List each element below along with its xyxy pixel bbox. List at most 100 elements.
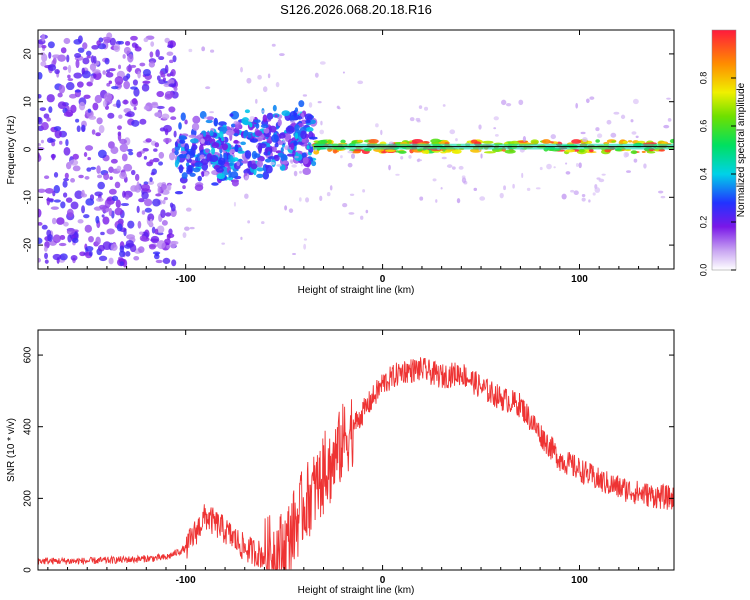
spectrogram-cell (258, 145, 262, 154)
spectrogram-cell (96, 197, 104, 202)
snr-axes: -100 0 100 0 200 400 600 (23, 330, 674, 586)
spectrogram-cell (357, 80, 364, 85)
spectrogram-cell (248, 119, 253, 122)
spectrogram-cell (293, 140, 298, 146)
spectrogram-cell (102, 216, 110, 225)
spectrogram-cell (155, 193, 162, 197)
spectrogram-cell (152, 157, 160, 163)
spectrogram-cell (143, 155, 148, 160)
spectrogram-cell (192, 115, 201, 124)
spectrogram-cell (149, 51, 154, 58)
snr-ylabel: SNR (10 * v/v) (6, 418, 17, 482)
spectrogram-cell (96, 165, 101, 174)
spectrogram-cell (52, 234, 61, 244)
spectrogram-cell (72, 237, 79, 244)
snr-ytick-label: 200 (23, 490, 34, 507)
spectrogram-cell (581, 197, 586, 202)
spectrogram-cell (150, 172, 155, 176)
spectrogram-cell (430, 138, 442, 144)
spectrogram-cell (210, 49, 215, 53)
spectrogram-cell (329, 185, 333, 191)
spectrogram-cell (601, 173, 606, 176)
spectrogram-cell (184, 226, 190, 231)
spectrogram-cell (588, 148, 594, 153)
spectrogram-cell (667, 117, 672, 122)
spectrogram-cell (125, 251, 131, 257)
spectrogram-cell (256, 160, 264, 168)
spectrogram-ytick-label: -10 (23, 190, 34, 205)
spectrogram-cell (141, 210, 146, 215)
spectrogram-cell (458, 165, 464, 170)
spectrogram-cell (314, 72, 319, 78)
spectrogram-cell (58, 84, 66, 94)
spectrogram-cell (635, 135, 639, 139)
spectrogram-cell (610, 132, 617, 138)
spectrogram-cell (116, 165, 122, 172)
spectrogram-cell (340, 139, 346, 144)
spectrogram-cell (535, 187, 541, 190)
spectrogram-cell (108, 80, 113, 85)
spectrogram-cell (107, 112, 115, 119)
spectrogram-cell (77, 47, 85, 53)
spectrogram-cell (87, 108, 92, 113)
spectrogram-cell (199, 154, 205, 160)
spectrogram-cell (216, 173, 225, 180)
spectrogram-cell (86, 81, 93, 87)
spectrogram-cell (74, 52, 82, 58)
spectrogram-cell (105, 71, 114, 78)
spectrogram-cell (313, 149, 320, 155)
spectrogram-cell (375, 123, 379, 128)
spectrogram-cell (65, 139, 69, 147)
spectrogram-cell (398, 150, 407, 154)
spectrogram-cell (98, 124, 105, 134)
spectrogram-cell (303, 243, 307, 250)
spectrogram-cell (54, 68, 60, 75)
spectrogram-cell (288, 208, 294, 213)
spectrogram-cell (311, 160, 317, 167)
spectrogram-cell (218, 131, 224, 139)
spectrogram-cell (145, 138, 152, 143)
colorbar-gradient (711, 29, 737, 271)
spectrogram-cell (230, 155, 234, 162)
spectrogram-cell (277, 118, 282, 127)
spectrogram-cell (357, 139, 364, 143)
spectrogram-cell (504, 149, 516, 154)
spectrogram-cell (128, 151, 134, 156)
spectrogram-cell (512, 183, 515, 189)
spectrogram-cell (188, 48, 193, 53)
spectrogram-cell (256, 167, 264, 172)
spectrogram-cell (67, 64, 72, 74)
spectrogram-cell (74, 190, 84, 200)
spectrogram-cell (174, 159, 179, 168)
spectrogram-cell (137, 70, 141, 79)
spectrogram-cell (408, 155, 412, 159)
spectrogram-cell (38, 147, 45, 151)
spectrogram-cell (327, 139, 332, 145)
spectrogram-cell (102, 36, 112, 42)
spectrogram-cell (90, 75, 94, 83)
spectrogram-cell (539, 166, 543, 171)
spectrogram-cell (130, 169, 136, 176)
spectrogram-cell (299, 170, 302, 174)
spectrogram-cell (211, 142, 220, 149)
spectrogram-cell (139, 235, 147, 242)
spectrogram-cell (162, 199, 166, 205)
spectrogram-cell (51, 153, 55, 161)
spectrogram-cell (395, 173, 400, 176)
spectrogram-cell (595, 139, 600, 143)
spectrogram-cell (582, 137, 588, 143)
spectrogram-cell (271, 43, 276, 47)
spectrogram-cell (360, 215, 364, 220)
spectrogram-cell (123, 163, 133, 172)
spectrogram-cell (110, 146, 119, 155)
spectrogram-cell (353, 148, 364, 152)
spectrogram-cell (518, 99, 524, 106)
spectrogram-cell (262, 171, 270, 180)
spectrogram-cell (143, 37, 149, 43)
spectrogram-cell (480, 153, 483, 159)
spectrogram-cell (158, 56, 165, 61)
spectrogram-cell (141, 83, 150, 92)
spectrogram-cell (60, 47, 67, 54)
spectrogram-cell (98, 255, 108, 262)
spectrogram-cell (53, 185, 61, 194)
